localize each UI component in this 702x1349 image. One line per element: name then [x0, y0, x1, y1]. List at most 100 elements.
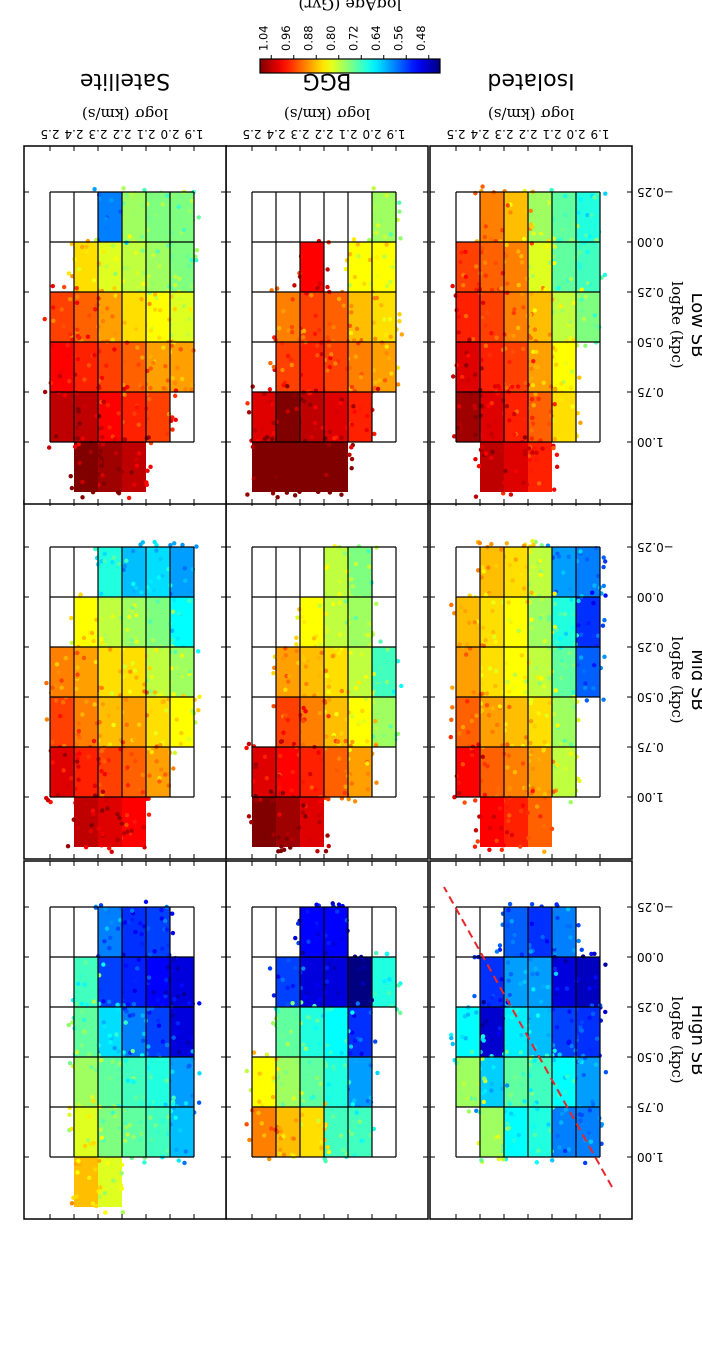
data-point [552, 436, 558, 442]
bin-cell [480, 342, 504, 392]
data-point [489, 287, 495, 293]
bin-cell [480, 797, 504, 847]
data-point [66, 1022, 71, 1028]
data-point [133, 586, 139, 591]
data-point [253, 764, 258, 770]
data-point [139, 1131, 144, 1136]
data-point [597, 324, 602, 330]
data-point [338, 400, 343, 406]
data-point [551, 1057, 557, 1063]
data-point [327, 961, 332, 966]
data-point [367, 558, 372, 563]
data-point [536, 711, 541, 716]
data-point [472, 372, 478, 377]
data-point [513, 1075, 518, 1080]
data-point [557, 1052, 562, 1057]
bin-cell [480, 1007, 504, 1057]
data-point [474, 1010, 479, 1015]
data-point [125, 627, 130, 632]
data-point [397, 200, 402, 205]
data-point [51, 318, 56, 323]
data-point [387, 977, 392, 982]
data-point [553, 971, 559, 977]
data-point [560, 1111, 565, 1116]
data-point [100, 435, 105, 440]
data-point [553, 387, 558, 392]
data-point [157, 264, 162, 269]
data-point [384, 283, 390, 289]
data-point [288, 1029, 294, 1034]
bin-cell [552, 697, 576, 747]
data-point [507, 359, 512, 365]
data-point [327, 321, 332, 327]
bin-cell [170, 547, 194, 597]
data-point [133, 250, 139, 256]
x-tick-label: 2.0 [566, 127, 585, 141]
data-point [172, 996, 177, 1002]
bin-cell [98, 342, 122, 392]
data-point [502, 480, 507, 485]
data-point [552, 402, 557, 407]
data-point [350, 739, 355, 745]
data-point [500, 1157, 506, 1162]
data-point [603, 593, 608, 598]
data-point [82, 1143, 88, 1149]
data-point [142, 845, 147, 850]
data-point [172, 1006, 178, 1012]
bin-cell [552, 1057, 576, 1107]
data-point [93, 1167, 98, 1172]
data-point [490, 706, 496, 711]
data-point [541, 746, 547, 752]
data-point [157, 335, 162, 340]
data-point [144, 690, 149, 695]
data-point [141, 1031, 147, 1036]
data-point [471, 690, 476, 695]
bin-cell [324, 342, 348, 392]
data-point [140, 772, 145, 778]
data-point [496, 1031, 501, 1037]
bin-cell [98, 242, 122, 292]
data-point [159, 767, 164, 772]
data-point [331, 1114, 336, 1119]
data-point [148, 619, 153, 624]
data-point [508, 1005, 513, 1011]
data-point [152, 948, 157, 954]
data-point [315, 353, 320, 358]
data-point [334, 712, 339, 717]
data-point [520, 813, 526, 819]
data-point [578, 549, 583, 554]
data-point [129, 642, 134, 648]
data-point [88, 828, 93, 834]
data-point [486, 565, 491, 570]
data-point [270, 1094, 276, 1100]
data-point [77, 735, 82, 741]
panel-content [244, 901, 403, 1164]
data-point [75, 672, 80, 677]
data-point [174, 616, 179, 621]
data-point [507, 795, 512, 801]
data-point [561, 570, 566, 575]
x-tick-label: 1.9 [386, 127, 405, 141]
data-point [96, 1189, 101, 1194]
data-point [140, 355, 145, 360]
data-point [279, 739, 285, 744]
data-point [115, 705, 120, 710]
data-point [90, 1201, 96, 1206]
data-point [257, 1099, 262, 1104]
data-point [324, 662, 330, 668]
data-point [563, 1107, 568, 1112]
data-point [559, 381, 564, 386]
data-point [581, 668, 587, 674]
data-point [523, 380, 528, 386]
data-point [519, 572, 524, 577]
data-point [89, 440, 94, 445]
y-tick-label: 0.25 [637, 640, 664, 654]
data-point [119, 1162, 125, 1168]
data-point [535, 1106, 540, 1112]
data-point [123, 673, 129, 678]
data-point [261, 831, 266, 837]
data-point [171, 766, 176, 771]
data-point [328, 1050, 334, 1055]
data-point [102, 939, 107, 944]
data-point [487, 592, 493, 597]
